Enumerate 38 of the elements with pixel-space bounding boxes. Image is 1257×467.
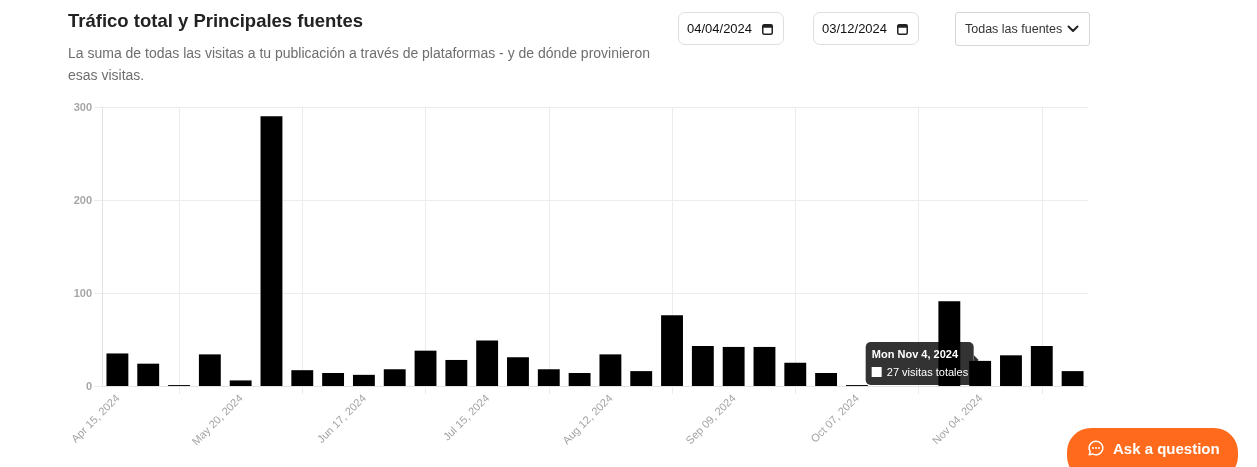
dropdown-field: Todas las fuentes — [955, 12, 1090, 46]
y-tick-label: 100 — [73, 287, 92, 299]
bar — [383, 369, 406, 386]
chart-title: Tráfico total y Principales fuentes — [68, 10, 364, 32]
bar — [322, 372, 345, 386]
bar — [568, 372, 591, 386]
bar — [1061, 371, 1084, 386]
bar — [106, 353, 129, 386]
bar — [1000, 355, 1022, 386]
bar — [815, 372, 838, 386]
date-field: 04/04/2024 — [678, 12, 784, 45]
bar — [537, 369, 560, 386]
bar — [229, 380, 252, 386]
bar — [661, 315, 683, 386]
date-field: 03/12/2024 — [813, 12, 919, 45]
bar — [291, 370, 314, 386]
y-tick-label: 300 — [73, 101, 92, 113]
bar — [691, 346, 714, 386]
bar — [414, 350, 437, 386]
bar — [476, 340, 499, 386]
bar — [507, 357, 529, 386]
annotation: 27 visitas totales — [886, 364, 969, 380]
y-tick-label: 0 — [85, 380, 92, 392]
bar — [352, 374, 375, 386]
chart-subtitle: La suma de todas las visitas a tu publicación a través de plataformas - y de dónde provinieron esas visitas. — [68, 44, 652, 85]
annotation: Mon Nov 4, 2024 — [871, 346, 960, 362]
bar — [784, 362, 807, 386]
bar — [599, 354, 622, 386]
bar — [137, 363, 160, 386]
bar — [722, 346, 745, 386]
bar — [260, 116, 283, 386]
y-tick-label: 200 — [73, 194, 92, 206]
bar — [198, 354, 221, 386]
bar — [753, 346, 776, 386]
bar — [630, 371, 653, 386]
question-button: Ask a question — [1067, 428, 1238, 467]
bar — [445, 359, 468, 386]
bar — [1030, 346, 1053, 386]
